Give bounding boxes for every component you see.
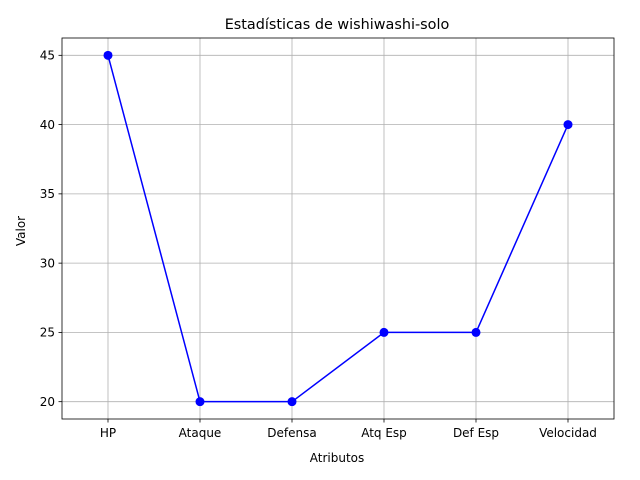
x-axis-label: Atributos: [310, 451, 365, 465]
x-tick-label: Atq Esp: [361, 426, 407, 440]
data-point: [563, 120, 573, 130]
x-tick-label: Ataque: [179, 426, 222, 440]
series: [103, 50, 573, 407]
data-point: [379, 327, 389, 337]
y-tick-label: 20: [40, 395, 55, 409]
data-point: [103, 50, 113, 60]
y-tick-label: 35: [40, 187, 55, 201]
chart-title: Estadísticas de wishiwashi-solo: [225, 17, 450, 33]
x-tick-label: HP: [100, 426, 116, 440]
plot-area-frame: [61, 37, 615, 420]
y-axis-label: Valor: [14, 216, 28, 246]
y-tick-label: 25: [40, 326, 55, 340]
grid: [62, 38, 614, 419]
y-axis-ticks: 20 25 30 35 40 45: [40, 49, 62, 409]
x-tick-label: Defensa: [267, 426, 316, 440]
x-tick-label: Velocidad: [539, 426, 597, 440]
x-tick-label: Def Esp: [453, 426, 499, 440]
y-tick-label: 45: [40, 49, 55, 63]
data-point: [195, 397, 205, 407]
data-point: [471, 327, 481, 337]
x-axis-ticks: HP Ataque Defensa Atq Esp Def Esp Velocidad: [100, 419, 597, 440]
data-point: [287, 397, 297, 407]
y-tick-label: 40: [40, 118, 55, 132]
series-line: [107, 55, 569, 403]
y-tick-label: 30: [40, 256, 55, 270]
